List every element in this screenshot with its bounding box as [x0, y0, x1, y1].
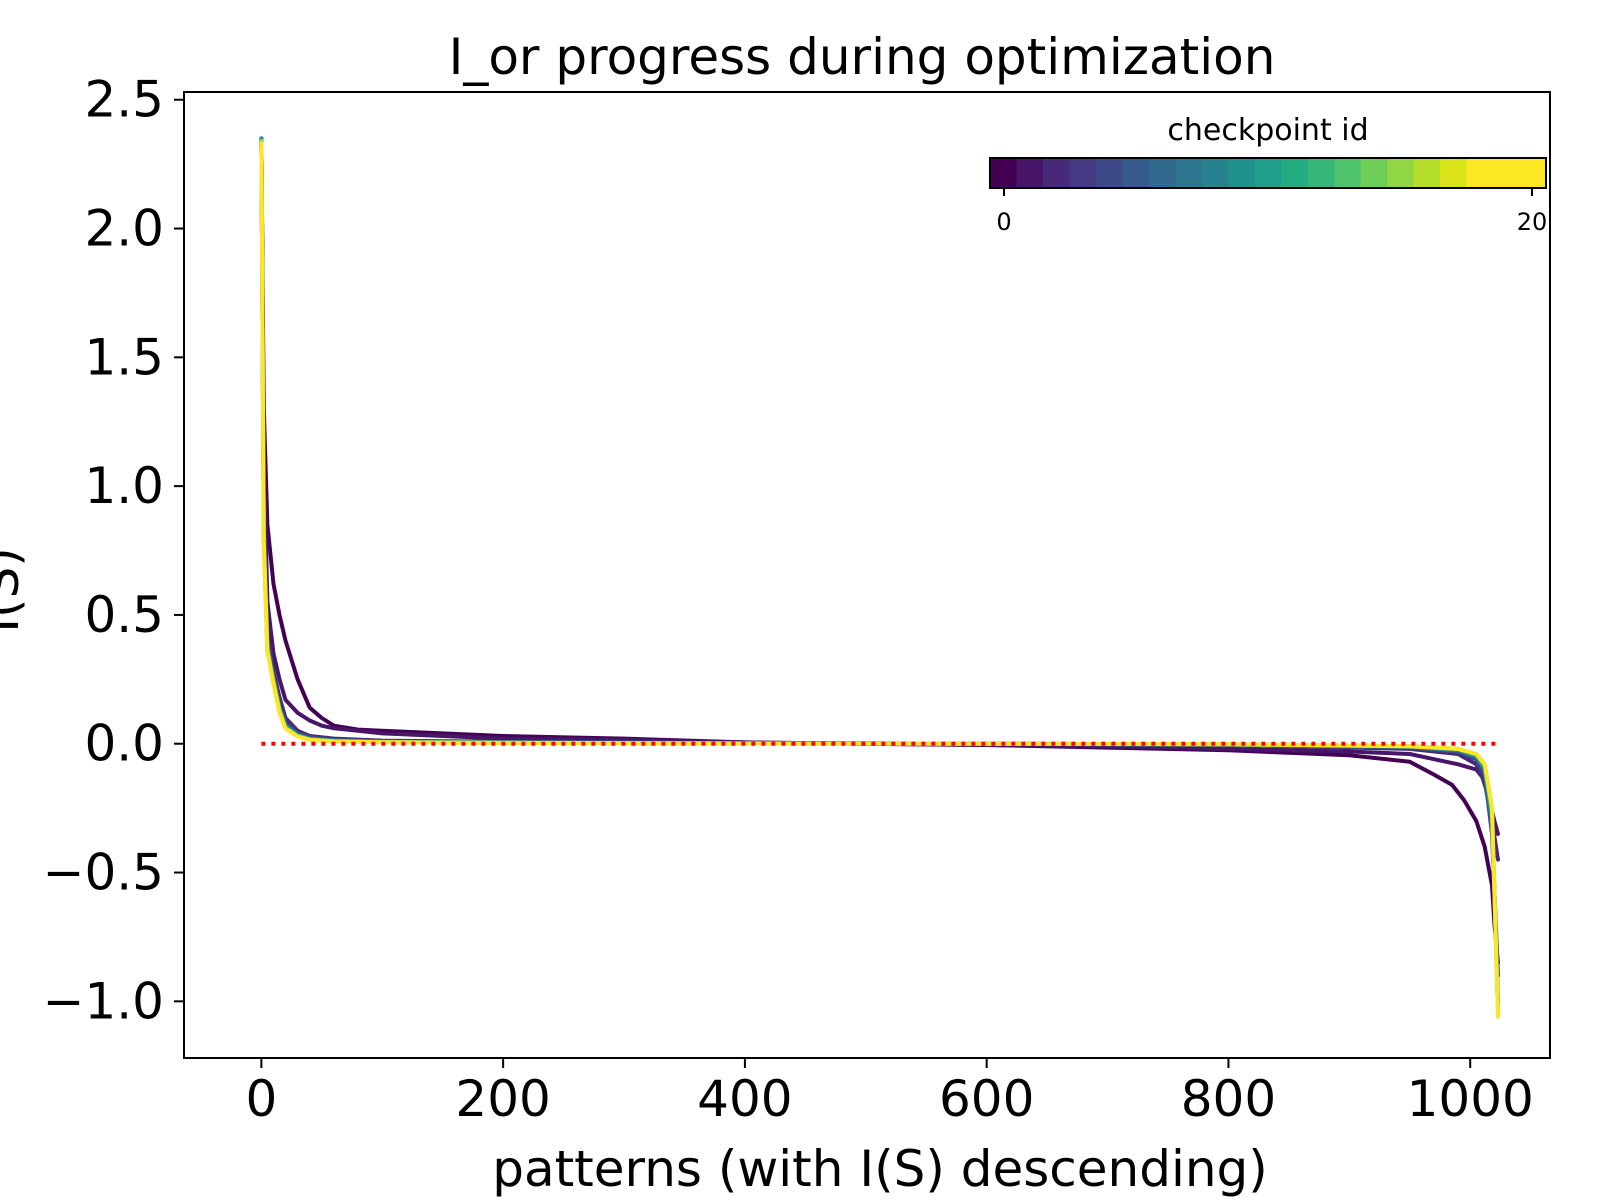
- colorbar-cell: [1360, 158, 1388, 188]
- colorbar-cell: [1281, 158, 1309, 188]
- colorbar-cell: [1334, 158, 1362, 188]
- x-axis-title: patterns (with I(S) descending): [492, 1140, 1268, 1198]
- x-tick-label: 400: [697, 1070, 792, 1128]
- colorbar-cell: [1387, 158, 1415, 188]
- colorbar-cell: [1466, 158, 1494, 188]
- colorbar-cell: [1148, 158, 1176, 188]
- colorbar-cell: [1519, 158, 1547, 188]
- colorbar-cell: [1440, 158, 1468, 188]
- y-tick-label: −0.5: [43, 844, 164, 902]
- colorbar-tick-label-max: 20: [1517, 208, 1548, 236]
- x-tick-label: 800: [1181, 1070, 1276, 1128]
- chart-title: I_or progress during optimization: [449, 28, 1276, 86]
- colorbar-cell: [1175, 158, 1203, 188]
- y-tick-label: 2.5: [84, 71, 164, 129]
- colorbar-cell: [1042, 158, 1070, 188]
- colorbar-cell: [1307, 158, 1335, 188]
- colorbar-cell: [1413, 158, 1441, 188]
- y-tick-label: 2.0: [84, 200, 164, 258]
- plot-area: [183, 91, 1551, 1059]
- colorbar-cell: [1493, 158, 1521, 188]
- axes-frame: [183, 91, 1551, 1059]
- x-tick-label: 200: [455, 1070, 550, 1128]
- colorbar-cells: [990, 158, 1547, 188]
- colorbar: checkpoint id 0 20: [989, 113, 1548, 236]
- y-axis-ticks: −1.0 −0.5 0.0 0.5 1.0 1.5 2.0 2.5: [43, 71, 184, 1030]
- colorbar-cell: [1228, 158, 1256, 188]
- colorbar-cell: [1069, 158, 1097, 188]
- colorbar-label: checkpoint id: [1167, 113, 1368, 148]
- colorbar-cell: [1122, 158, 1150, 188]
- y-tick-label: 1.0: [84, 457, 164, 515]
- y-axis-title: I(S): [0, 547, 30, 633]
- colorbar-cell: [1016, 158, 1044, 188]
- x-axis-ticks: 0 200 400 600 800 1000: [245, 1058, 1534, 1128]
- x-tick-label: 1000: [1407, 1070, 1534, 1128]
- colorbar-frame: [989, 157, 1547, 189]
- colorbar-cell: [1201, 158, 1229, 188]
- y-tick-label: 0.0: [84, 715, 164, 773]
- y-tick-label: 1.5: [84, 328, 164, 386]
- colorbar-tick-label-min: 0: [996, 208, 1011, 236]
- series-line-checkpoint-1: [259, 136, 1500, 836]
- x-tick-label: 0: [245, 1070, 277, 1128]
- colorbar-cell: [1254, 158, 1282, 188]
- colorbar-cell: [990, 158, 1017, 188]
- colorbar-cell: [1095, 158, 1123, 188]
- y-tick-label: −1.0: [43, 972, 164, 1030]
- x-tick-label: 600: [939, 1070, 1034, 1128]
- y-tick-label: 0.5: [84, 586, 164, 644]
